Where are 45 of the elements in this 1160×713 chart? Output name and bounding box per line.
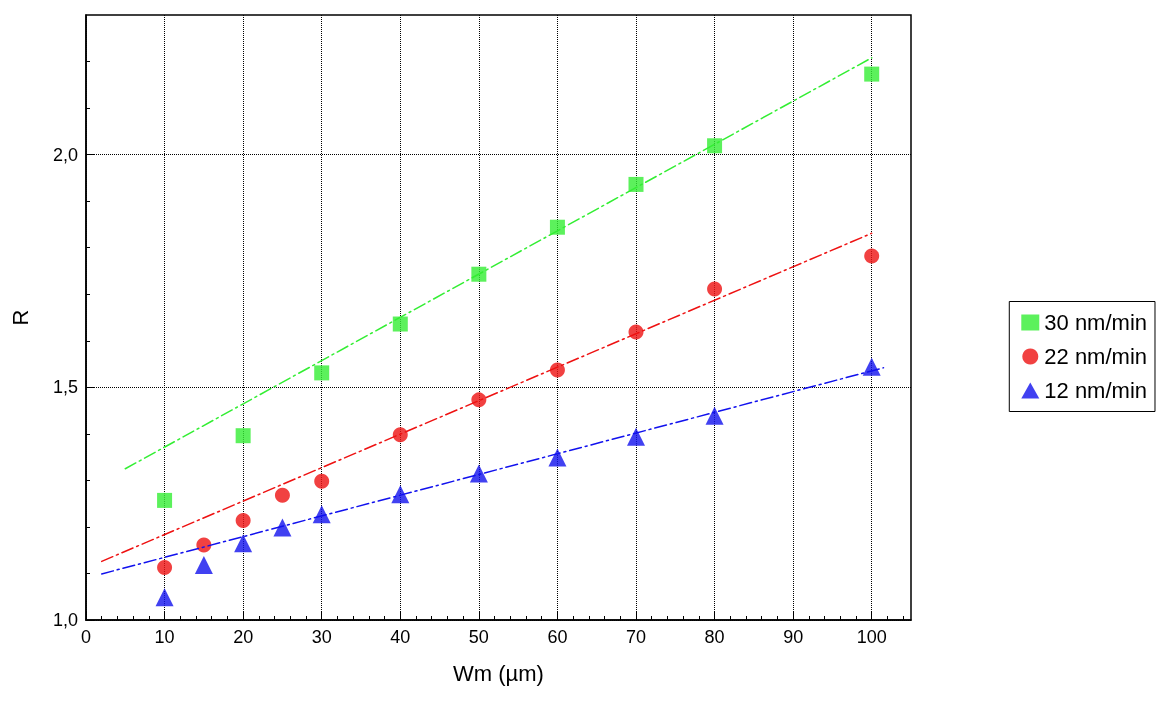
x-tick-label: 40 bbox=[390, 627, 411, 647]
x-tick-label: 80 bbox=[704, 627, 725, 647]
point bbox=[864, 248, 880, 264]
y-tick-label: 1,5 bbox=[52, 377, 78, 398]
x-tick-label: 100 bbox=[856, 627, 887, 647]
x-tick-label: 30 bbox=[311, 627, 332, 647]
x-tick-label: 60 bbox=[547, 627, 568, 647]
point bbox=[469, 464, 488, 483]
legend-label: 30 nm/min bbox=[1044, 310, 1148, 335]
x-tick-label: 0 bbox=[80, 627, 92, 647]
point bbox=[157, 492, 173, 508]
point bbox=[235, 428, 251, 444]
legend-label: 22 nm/min bbox=[1044, 344, 1148, 369]
point bbox=[707, 281, 723, 297]
legend-label: 12 nm/min bbox=[1044, 378, 1148, 403]
point bbox=[549, 219, 565, 235]
y-tick-label: 2,0 bbox=[52, 144, 78, 165]
x-tick-label: 70 bbox=[625, 627, 647, 647]
x-tick-label: 10 bbox=[154, 627, 175, 647]
point bbox=[548, 448, 567, 467]
y-axis-title: R bbox=[7, 309, 33, 326]
point bbox=[392, 427, 408, 443]
x-tick-label: 50 bbox=[468, 627, 489, 647]
y-tick-label: 1,0 bbox=[52, 610, 78, 630]
x-tick-label: 20 bbox=[233, 627, 254, 647]
x-tick-label: 90 bbox=[783, 627, 804, 647]
point bbox=[392, 316, 408, 332]
point bbox=[234, 534, 253, 553]
point bbox=[627, 427, 645, 446]
point bbox=[628, 176, 644, 192]
point bbox=[864, 66, 880, 82]
point bbox=[155, 588, 174, 607]
point bbox=[471, 266, 487, 282]
point bbox=[707, 138, 723, 154]
point bbox=[194, 556, 213, 575]
point bbox=[705, 406, 724, 425]
point bbox=[235, 512, 251, 528]
point bbox=[471, 392, 487, 408]
x-axis-title: Wm (µm) bbox=[453, 660, 544, 686]
point bbox=[274, 487, 290, 503]
point bbox=[314, 473, 330, 489]
point bbox=[314, 365, 330, 381]
point bbox=[862, 357, 881, 376]
point bbox=[196, 537, 212, 553]
point bbox=[157, 559, 173, 575]
